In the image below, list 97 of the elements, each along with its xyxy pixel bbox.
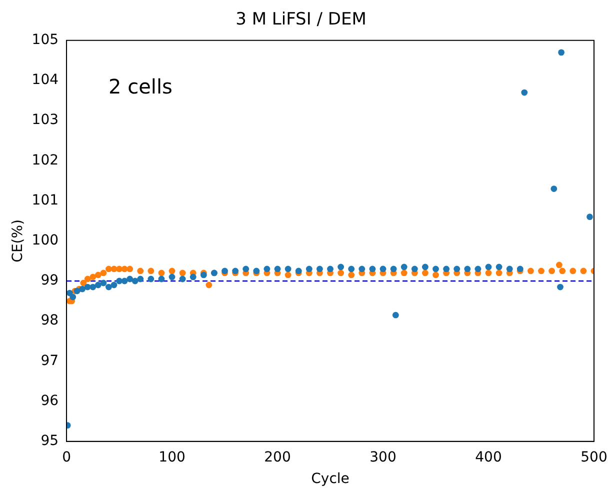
x-tick-label: 0 [62,449,71,466]
point [369,266,376,272]
y-tick-label: 98 [40,312,59,329]
point [148,268,154,274]
x-tick-label: 200 [264,449,291,466]
point [338,270,344,276]
point [556,262,562,268]
point [443,266,450,272]
x-tick-label: 400 [475,449,502,466]
point [242,266,250,272]
point [557,284,564,290]
point [137,268,144,274]
point [558,49,564,56]
point [485,270,492,276]
point [94,272,102,278]
point [84,276,91,282]
point [168,274,176,280]
point [390,266,397,272]
point [496,264,502,270]
point [400,264,408,270]
point [422,264,428,270]
point [521,89,528,96]
y-tick-label: 105 [32,32,59,48]
point [274,266,281,272]
x-tick-label: 300 [370,449,396,466]
point [316,266,323,272]
point [100,270,107,276]
point [116,278,122,284]
y-tick-label: 104 [32,72,59,88]
point [550,186,558,192]
point [411,266,418,272]
point [148,276,154,282]
point [380,266,386,272]
point [400,270,408,276]
y-tick-label: 100 [32,232,59,249]
point [94,282,102,288]
point [264,266,270,272]
point [284,266,292,272]
y-tick-label: 99 [40,272,59,289]
y-tick-label: 97 [40,352,59,369]
y-tick-label: 96 [40,392,59,409]
point [422,270,428,276]
point [110,282,118,288]
point [432,266,439,272]
y-tick-label: 95 [40,433,59,450]
point [126,266,134,272]
chart-title: 3 M LiFSI / DEM [236,10,366,30]
point [90,274,96,280]
point [106,266,112,272]
point [538,268,544,274]
x-tick-label: 100 [158,449,186,466]
y-tick-label: 101 [32,192,59,208]
point [485,264,492,270]
point [327,266,334,272]
point [168,268,176,274]
point [454,266,460,272]
point [284,272,292,278]
x-tick-label: 500 [580,449,608,466]
point [158,270,165,276]
y-tick-label: 103 [32,112,59,128]
point [179,276,186,282]
point [137,276,144,282]
point [90,284,96,290]
point [528,268,534,274]
point [206,282,212,288]
point [179,270,186,276]
point [559,268,566,274]
point [348,266,355,272]
y-axis-title: CE(%) [10,219,26,262]
point [190,274,196,280]
point [126,276,134,282]
point [496,270,502,276]
point [106,284,112,290]
point [506,266,513,272]
point [392,312,399,318]
point [121,278,128,284]
point [548,268,555,274]
point [474,266,482,272]
point [348,272,355,278]
point [586,214,593,220]
point [432,272,439,278]
point [580,268,587,274]
x-axis-title: Cycle [311,471,350,488]
annotation: 2 cells [108,74,172,99]
point [100,280,107,286]
point [80,280,87,286]
point [464,266,471,272]
y-tick-label: 102 [32,152,59,168]
point [70,294,76,300]
point [338,264,344,270]
point [358,266,366,272]
point [132,278,138,284]
point [306,266,312,272]
point [79,286,86,292]
point [158,276,165,282]
point [570,268,576,274]
point [116,266,122,272]
